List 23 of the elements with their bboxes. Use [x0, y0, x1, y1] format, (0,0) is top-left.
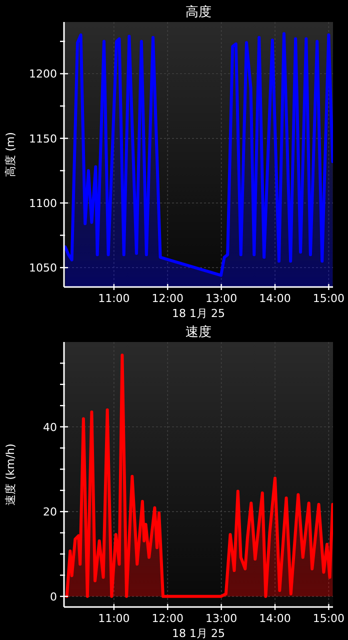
x-tick-label: 11:00 [98, 612, 130, 625]
x-axis-title: 18 1月 25 [172, 307, 225, 320]
y-tick-label: 1100 [29, 196, 57, 210]
x-tick-label: 13:00 [205, 612, 238, 625]
y-tick-label: 1050 [29, 262, 57, 275]
x-tick-label: 12:00 [152, 292, 184, 305]
x-axis-title: 18 1月 25 [172, 627, 225, 640]
y-tick-label: 1150 [29, 132, 57, 146]
x-tick-label: 15:00 [312, 612, 345, 625]
y-tick-label: 0 [50, 590, 57, 604]
x-tick-label: 12:00 [152, 612, 184, 625]
y-tick-label: 1200 [29, 68, 57, 81]
y-tick-label: 20 [43, 506, 57, 519]
x-tick-label: 15:00 [312, 292, 345, 305]
x-tick-label: 14:00 [259, 292, 291, 305]
y-axis-title: 高度 (m) [4, 132, 17, 177]
chart-title: 高度 [186, 4, 212, 20]
x-tick-label: 13:00 [205, 292, 238, 305]
chart-title: 速度 [186, 324, 212, 340]
x-tick-label: 11:00 [98, 292, 130, 305]
x-tick-label: 14:00 [259, 612, 291, 625]
y-axis-title: 速度 (km/h) [4, 444, 17, 506]
y-tick-label: 40 [43, 420, 57, 434]
